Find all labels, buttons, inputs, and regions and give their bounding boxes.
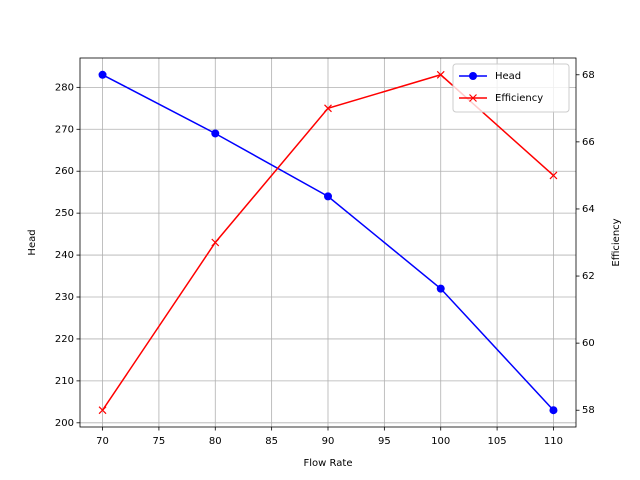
point — [98, 406, 107, 415]
y2-tick-label: 62 — [582, 271, 595, 282]
point — [211, 129, 220, 138]
y-tick-label: 230 — [55, 292, 74, 303]
y-tick-label: 250 — [55, 208, 74, 219]
axes-frame — [79, 57, 577, 428]
y-tick-label: 280 — [55, 82, 74, 93]
x-tick-label: 105 — [488, 436, 507, 447]
y-tick-label: 260 — [55, 166, 74, 177]
legend-marker — [469, 72, 477, 80]
x-tick-label: 95 — [378, 436, 391, 447]
y2-tick-label: 68 — [582, 70, 595, 81]
x-tick-label: 75 — [153, 436, 166, 447]
y2-tick-label: 58 — [582, 405, 595, 416]
point — [211, 238, 220, 247]
x-axis-label: Flow Rate — [304, 458, 353, 469]
y-axis-label: Head — [27, 229, 38, 255]
x-tick-label: 100 — [431, 436, 450, 447]
y2-tick-label: 64 — [582, 204, 595, 215]
x-tick-label: 70 — [96, 436, 109, 447]
y-tick-label: 270 — [55, 124, 74, 135]
y2-tick-label: 60 — [582, 338, 595, 349]
point — [324, 104, 332, 113]
point — [549, 171, 558, 180]
y-tick-label: 220 — [55, 334, 74, 345]
y-tick-label: 210 — [55, 376, 74, 387]
y2-axis-label: Efficiency — [611, 218, 622, 266]
point — [436, 284, 445, 293]
y-tick-label: 240 — [55, 250, 74, 261]
x-tick-label: 110 — [544, 436, 563, 447]
x-tick-label: 85 — [265, 436, 278, 447]
legend-label: Head — [495, 71, 521, 82]
point — [98, 70, 107, 79]
x-tick-label: 80 — [209, 436, 222, 447]
point — [436, 70, 445, 79]
legend-marker — [469, 94, 477, 102]
y2-tick-label: 66 — [582, 137, 595, 148]
y-tick-label: 200 — [55, 418, 74, 429]
legend-label: Efficiency — [495, 93, 543, 104]
point — [549, 406, 558, 415]
point — [324, 192, 332, 201]
x-tick-label: 90 — [322, 436, 335, 447]
